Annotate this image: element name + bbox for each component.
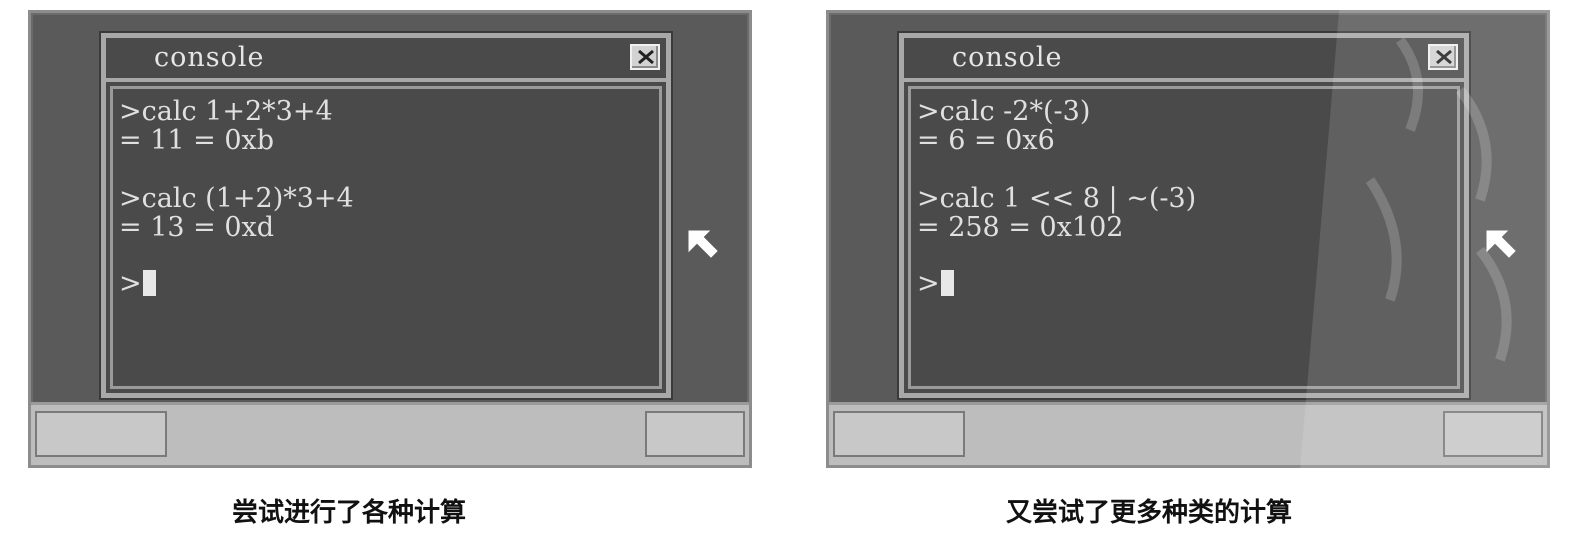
taskbar-button-left[interactable] [35,411,167,457]
taskbar-button-right[interactable] [1443,411,1543,457]
console-window[interactable]: console >calc 1+2*3+4 = 11 = 0xb >calc (… [99,31,673,400]
window-titlebar[interactable]: console [106,38,666,82]
close-icon [638,49,654,65]
mouse-pointer-icon [1486,230,1516,258]
window-titlebar[interactable]: console [904,38,1464,82]
console-line [917,155,1451,184]
console-window[interactable]: console >calc -2*(-3) = 6 = 0x6 >calc 1 … [897,31,1471,400]
close-button[interactable] [630,44,660,70]
console-line: >calc 1 << 8 | ~(-3) [917,183,1197,214]
text-cursor [142,270,156,296]
caption-right: 又尝试了更多种类的计算 [1006,498,1293,528]
console-output[interactable]: >calc -2*(-3) = 6 = 0x6 >calc 1 << 8 | ~… [908,86,1460,389]
screen-right: console >calc -2*(-3) = 6 = 0x6 >calc 1 … [826,10,1550,468]
console-line: >calc -2*(-3) [917,96,1091,127]
mouse-pointer-icon [688,230,718,258]
taskbar [829,402,1547,465]
console-prompt[interactable]: > [917,269,1451,298]
prompt-symbol: > [119,268,142,299]
console-line: = 13 = 0xd [119,212,275,243]
close-icon [1436,49,1452,65]
console-line [119,155,653,184]
close-button[interactable] [1428,44,1458,70]
caption-left: 尝试进行了各种计算 [232,498,467,528]
prompt-symbol: > [917,268,940,299]
window-title: console [154,42,265,73]
console-line: = 258 = 0x102 [917,212,1124,243]
console-line: = 11 = 0xb [119,125,275,156]
console-output[interactable]: >calc 1+2*3+4 = 11 = 0xb >calc (1+2)*3+4… [110,86,662,389]
taskbar-button-left[interactable] [833,411,965,457]
console-line: >calc 1+2*3+4 [119,96,333,127]
taskbar [31,402,749,465]
console-prompt[interactable]: > [119,269,653,298]
console-line: >calc (1+2)*3+4 [119,183,354,214]
text-cursor [940,270,954,296]
window-title: console [952,42,1063,73]
console-line: = 6 = 0x6 [917,125,1055,156]
screen-left: console >calc 1+2*3+4 = 11 = 0xb >calc (… [28,10,752,468]
taskbar-button-right[interactable] [645,411,745,457]
